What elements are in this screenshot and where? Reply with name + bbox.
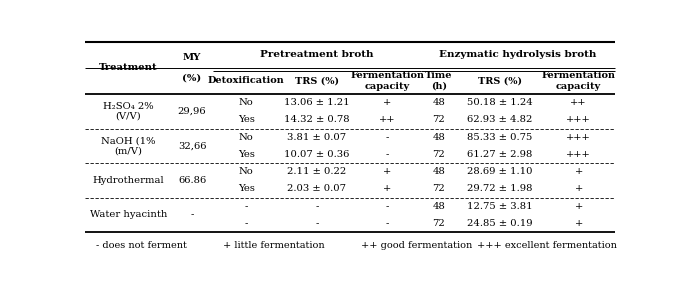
Text: TRS (%): TRS (%)	[477, 77, 522, 86]
Text: -: -	[245, 219, 248, 228]
Text: 10.07 ± 0.36: 10.07 ± 0.36	[284, 150, 350, 159]
Text: +++: +++	[566, 116, 591, 125]
Text: No: No	[239, 167, 253, 176]
Text: ++: ++	[570, 98, 587, 107]
Text: - does not ferment: - does not ferment	[96, 241, 187, 250]
Text: Yes: Yes	[238, 184, 255, 194]
Text: Enzymatic hydrolysis broth: Enzymatic hydrolysis broth	[439, 50, 596, 59]
Text: 85.33 ± 0.75: 85.33 ± 0.75	[467, 133, 532, 142]
Text: 72: 72	[432, 116, 445, 125]
Text: -: -	[386, 202, 389, 211]
Text: + little fermentation: + little fermentation	[223, 241, 324, 250]
Text: ++ good fermentation: ++ good fermentation	[361, 241, 472, 250]
Text: 48: 48	[432, 167, 445, 176]
Text: +++: +++	[566, 133, 591, 142]
Text: +++: +++	[566, 150, 591, 159]
Text: -: -	[386, 133, 389, 142]
Text: NaOH (1%
(m/V): NaOH (1% (m/V)	[101, 136, 156, 155]
Text: -: -	[245, 202, 248, 211]
Text: 50.18 ± 1.24: 50.18 ± 1.24	[466, 98, 533, 107]
Text: Water hyacinth: Water hyacinth	[89, 210, 167, 219]
Text: 2.11 ± 0.22: 2.11 ± 0.22	[287, 167, 346, 176]
Text: Yes: Yes	[238, 150, 255, 159]
Text: H₂SO₄ 2%
(V/V): H₂SO₄ 2% (V/V)	[103, 102, 154, 121]
Text: +: +	[574, 184, 583, 194]
Text: 48: 48	[432, 133, 445, 142]
Text: +: +	[574, 219, 583, 228]
Text: 29,96: 29,96	[178, 107, 206, 116]
Text: 32,66: 32,66	[178, 141, 206, 150]
Text: 66.86: 66.86	[178, 176, 206, 185]
Text: Pretreatment broth: Pretreatment broth	[260, 50, 374, 59]
Text: +: +	[383, 167, 391, 176]
Text: 29.72 ± 1.98: 29.72 ± 1.98	[467, 184, 533, 194]
Text: Yes: Yes	[238, 116, 255, 125]
Text: -: -	[315, 202, 318, 211]
Text: (%): (%)	[182, 74, 201, 83]
Text: -: -	[386, 150, 389, 159]
Text: 14.32 ± 0.78: 14.32 ± 0.78	[284, 116, 350, 125]
Text: Hydrothermal: Hydrothermal	[92, 176, 164, 185]
Text: 72: 72	[432, 150, 445, 159]
Text: 28.69 ± 1.10: 28.69 ± 1.10	[467, 167, 533, 176]
Text: 3.81 ± 0.07: 3.81 ± 0.07	[288, 133, 346, 142]
Text: No: No	[239, 98, 253, 107]
Text: Fermentation
capacity: Fermentation capacity	[350, 71, 424, 91]
Text: -: -	[315, 219, 318, 228]
Text: -: -	[191, 210, 194, 219]
Text: Treatment: Treatment	[99, 63, 158, 72]
Text: MY: MY	[183, 53, 201, 62]
Text: Fermentation
capacity: Fermentation capacity	[542, 71, 615, 91]
Text: 48: 48	[432, 98, 445, 107]
Text: TRS (%): TRS (%)	[295, 77, 339, 86]
Text: +: +	[383, 98, 391, 107]
Text: ++: ++	[379, 116, 395, 125]
Text: Time
(h): Time (h)	[425, 71, 452, 91]
Text: No: No	[239, 133, 253, 142]
Text: +: +	[574, 202, 583, 211]
Text: 72: 72	[432, 184, 445, 194]
Text: +: +	[574, 167, 583, 176]
Text: +++ excellent fermentation: +++ excellent fermentation	[477, 241, 617, 250]
Text: Detoxification: Detoxification	[208, 77, 285, 86]
Text: 48: 48	[432, 202, 445, 211]
Text: 13.06 ± 1.21: 13.06 ± 1.21	[284, 98, 350, 107]
Text: +: +	[383, 184, 391, 194]
Text: 24.85 ± 0.19: 24.85 ± 0.19	[467, 219, 533, 228]
Text: 2.03 ± 0.07: 2.03 ± 0.07	[288, 184, 346, 194]
Text: -: -	[386, 219, 389, 228]
Text: 61.27 ± 2.98: 61.27 ± 2.98	[467, 150, 532, 159]
Text: 62.93 ± 4.82: 62.93 ± 4.82	[467, 116, 532, 125]
Text: 72: 72	[432, 219, 445, 228]
Text: 12.75 ± 3.81: 12.75 ± 3.81	[467, 202, 533, 211]
